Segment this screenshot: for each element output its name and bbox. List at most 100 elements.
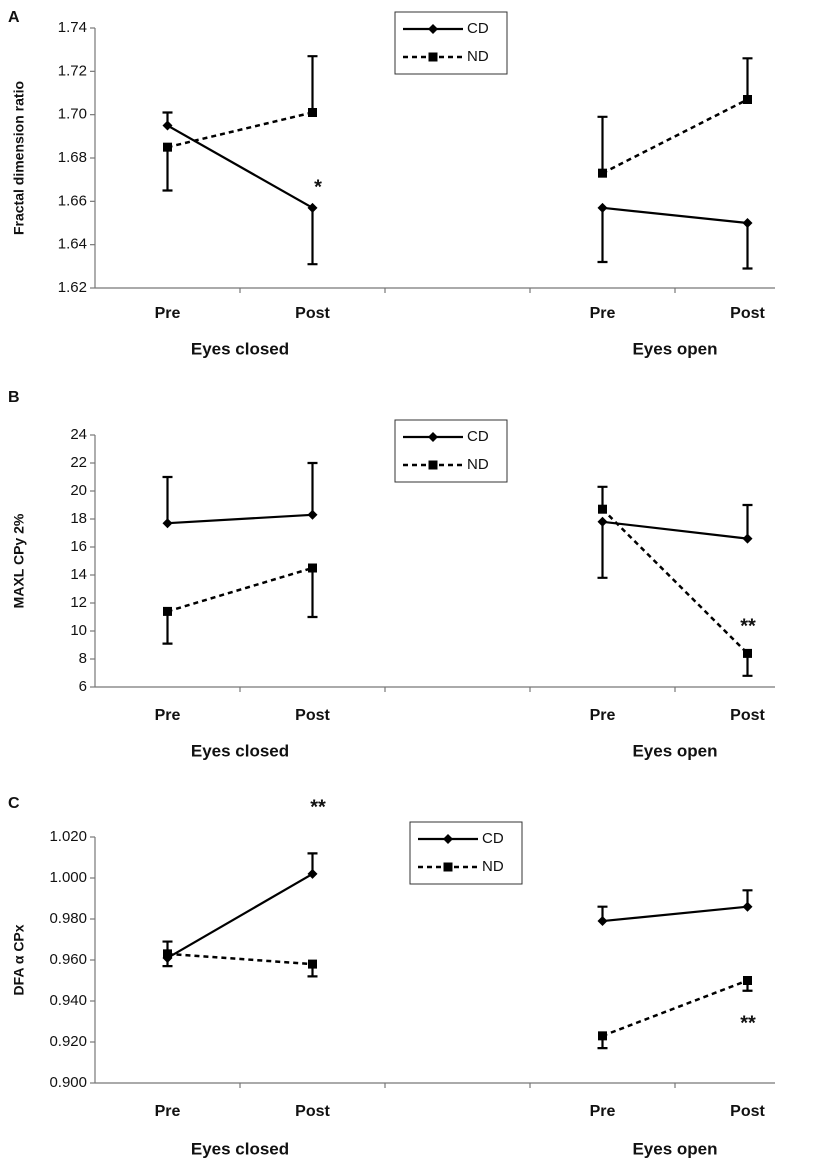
x-tick-label: Pre (590, 707, 616, 724)
legend-box (409, 821, 523, 885)
y-tick-label: 6 (79, 678, 87, 695)
legend-marker (443, 862, 453, 872)
marker-square (308, 959, 317, 969)
y-tick-label: 1.64 (58, 236, 87, 253)
marker-diamond (742, 218, 753, 228)
error-bar (162, 147, 173, 192)
error-bar (162, 611, 173, 645)
marker-diamond (742, 901, 753, 912)
series-line (167, 111, 313, 149)
marker-square (743, 976, 752, 985)
x-tick-label: Post (295, 305, 330, 322)
legend-label: CD (467, 20, 489, 37)
legend-marker (428, 52, 438, 62)
marker-diamond (597, 516, 608, 527)
x-tick-label: Post (730, 305, 765, 322)
marker-square (163, 606, 172, 616)
annotation: ** (740, 615, 756, 637)
marker-square (598, 168, 607, 178)
x-tick-label: Pre (155, 305, 181, 322)
x-group-label: Eyes closed (191, 741, 289, 760)
marker-diamond (307, 202, 318, 213)
y-tick-label: 1.68 (58, 149, 87, 166)
y-tick-label: 1.74 (58, 19, 87, 36)
series-line (601, 508, 749, 655)
y-axis-title: Fractal dimension ratio (11, 81, 27, 235)
legend-marker (428, 460, 438, 470)
panel-letter: C (8, 795, 20, 812)
y-tick-label: 1.020 (49, 828, 87, 845)
x-tick-label: Pre (155, 1103, 181, 1120)
error-bar (597, 115, 608, 174)
annotation: * (314, 176, 322, 198)
error-bar (307, 207, 318, 266)
y-tick-label: 0.960 (49, 951, 87, 968)
x-tick-label: Post (295, 707, 330, 724)
legend-label: CD (482, 830, 504, 847)
y-tick-label: 1.000 (49, 869, 87, 886)
error-bar (742, 57, 753, 100)
series-line (602, 905, 748, 923)
annotation: ** (740, 1012, 756, 1034)
marker-diamond (307, 868, 318, 879)
marker-square (308, 563, 317, 573)
panel-letter: A (8, 9, 20, 26)
legend-label: ND (467, 456, 489, 473)
marker-square (743, 95, 752, 104)
x-tick-label: Pre (590, 305, 616, 322)
legend-marker (443, 834, 453, 844)
y-tick-label: 12 (70, 594, 87, 611)
series-line (602, 520, 748, 540)
series-line (167, 513, 313, 525)
error-bar (307, 568, 318, 619)
y-tick-label: 14 (70, 566, 87, 583)
legend-marker (428, 432, 438, 442)
y-tick-label: 1.72 (58, 62, 87, 79)
y-tick-label: 1.66 (58, 192, 87, 209)
x-tick-label: Pre (590, 1103, 616, 1120)
y-tick-label: 0.920 (49, 1033, 87, 1050)
x-group-label: Eyes open (632, 1139, 717, 1158)
series-line (602, 206, 748, 225)
legend-label: CD (467, 428, 489, 445)
x-tick-label: Post (295, 1103, 330, 1120)
x-group-label: Eyes open (632, 741, 717, 760)
marker-diamond (307, 509, 318, 520)
y-axis-title: DFA α CPx (11, 924, 27, 995)
marker-square (163, 949, 172, 959)
series-line (167, 566, 313, 613)
series-line (166, 872, 314, 959)
panel-letter: B (8, 389, 20, 406)
y-tick-label: 18 (70, 510, 87, 527)
series-line (602, 979, 748, 1038)
x-tick-label: Pre (155, 707, 181, 724)
y-tick-label: 8 (79, 650, 87, 667)
series-line (601, 98, 749, 175)
y-tick-label: 0.980 (49, 910, 87, 927)
legend-label: ND (467, 48, 489, 65)
error-bar (307, 461, 318, 515)
marker-diamond (597, 916, 608, 927)
error-bar (742, 503, 753, 539)
legend-label: ND (482, 858, 504, 875)
y-tick-label: 22 (70, 454, 87, 471)
y-axis-title: MAXL CPy 2% (11, 513, 27, 608)
y-tick-label: 24 (70, 426, 87, 443)
error-bar (597, 207, 608, 264)
y-tick-label: 1.70 (58, 106, 87, 123)
marker-square (598, 504, 607, 514)
y-tick-label: 20 (70, 482, 87, 499)
marker-square (308, 108, 317, 117)
series-line (166, 124, 314, 209)
x-group-label: Eyes closed (191, 1139, 289, 1158)
series-line (167, 952, 313, 966)
error-bar (597, 521, 608, 579)
annotation: ** (310, 796, 326, 818)
marker-square (743, 648, 752, 658)
error-bar (307, 55, 318, 113)
y-tick-label: 1.62 (58, 279, 87, 296)
legend-box (394, 11, 508, 75)
y-tick-label: 0.900 (49, 1074, 87, 1091)
marker-diamond (597, 202, 608, 213)
y-tick-label: 16 (70, 538, 87, 555)
